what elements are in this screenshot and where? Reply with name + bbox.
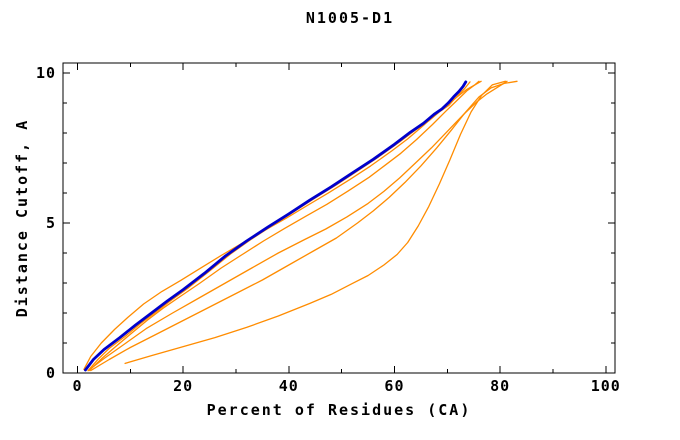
x-tick-label: 80	[490, 377, 510, 395]
series-model-sag-2	[90, 80, 518, 372]
x-tick-label: 0	[73, 377, 83, 395]
series-model-sag-1	[87, 80, 508, 372]
y-axis-label: Distance Cutoff, A	[13, 119, 31, 318]
x-tick-label: 40	[279, 377, 299, 395]
y-tick-label: 5	[46, 214, 56, 232]
series-lines	[83, 80, 518, 372]
series-model-low-outlier	[124, 80, 507, 365]
series-model-below-target	[88, 80, 480, 372]
x-tick-label: 60	[384, 377, 404, 395]
x-tick-label: 100	[591, 377, 621, 395]
series-model-hugging-target	[87, 81, 471, 372]
y-tick-label: 0	[46, 364, 56, 382]
chart-title: N1005-D1	[306, 9, 394, 27]
x-tick-label: 20	[173, 377, 193, 395]
plot-border	[62, 62, 616, 374]
series-target-curve	[84, 80, 468, 372]
x-axis-label: Percent of Residues (CA)	[207, 401, 472, 419]
axes: 0 20 40 60 80 100 0 5 10	[36, 62, 621, 395]
y-tick-label: 10	[36, 64, 56, 82]
